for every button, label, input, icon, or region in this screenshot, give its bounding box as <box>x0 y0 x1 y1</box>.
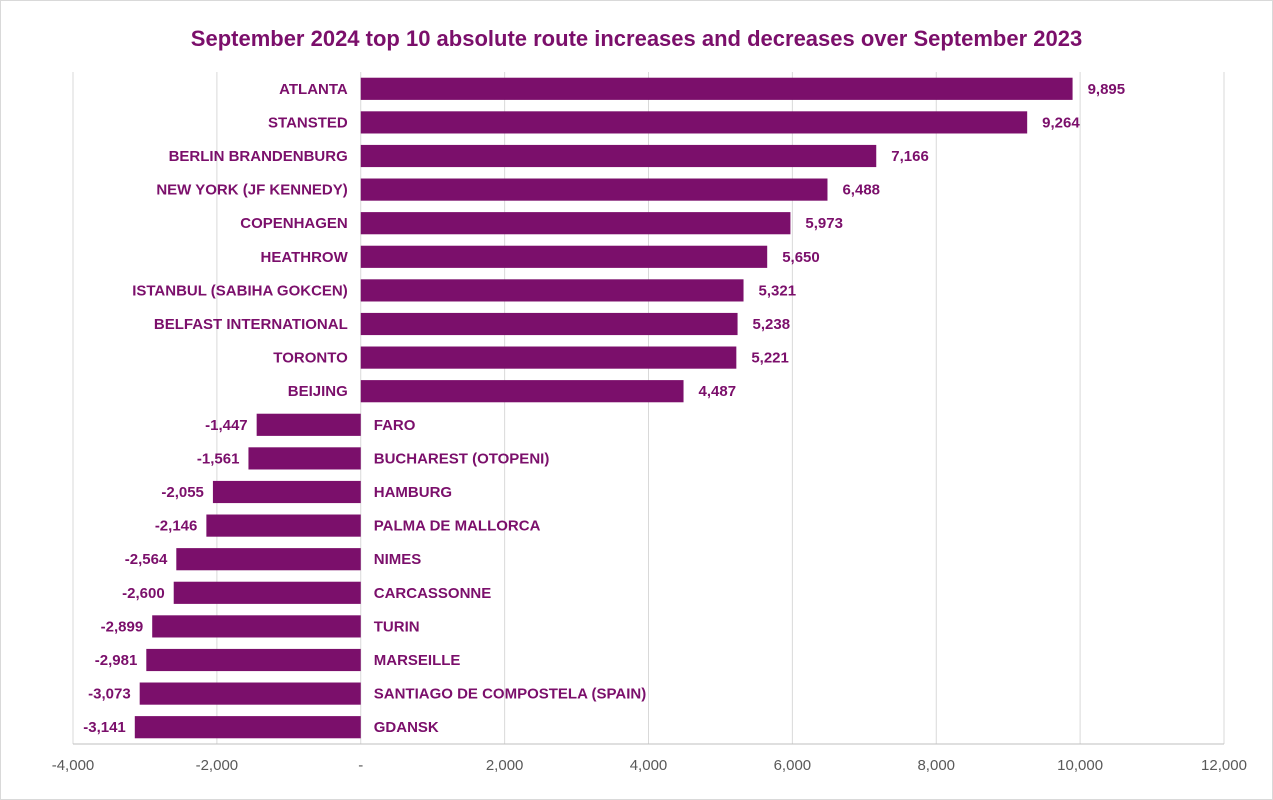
category-label: PALMA DE MALLORCA <box>374 518 541 535</box>
category-label: TURIN <box>374 618 420 635</box>
bar <box>360 111 1028 134</box>
bar <box>360 380 684 403</box>
data-label: 5,650 <box>782 249 820 266</box>
data-label: 9,895 <box>1088 81 1126 98</box>
x-tick-label: 4,000 <box>630 757 668 774</box>
x-tick-label: 6,000 <box>774 757 812 774</box>
data-label: -3,141 <box>83 719 126 736</box>
data-label: 4,487 <box>699 383 737 400</box>
bar <box>206 514 361 537</box>
data-label: 5,321 <box>759 282 797 299</box>
bar <box>360 77 1073 100</box>
bar <box>212 480 361 504</box>
x-tick-label: - <box>358 757 363 774</box>
x-tick-label: 10,000 <box>1057 757 1103 774</box>
category-label: TORONTO <box>273 350 348 367</box>
category-label: HAMBURG <box>374 484 452 501</box>
bar <box>134 716 361 739</box>
bar <box>146 648 361 672</box>
data-label: 6,488 <box>842 182 880 199</box>
x-tick-label: -4,000 <box>52 757 95 774</box>
category-label: FARO <box>374 417 416 434</box>
data-label: 9,264 <box>1042 114 1080 131</box>
x-tick-label: 2,000 <box>486 757 524 774</box>
bar <box>152 615 361 638</box>
category-label: NEW YORK (JF KENNEDY) <box>156 182 347 199</box>
category-label: COPENHAGEN <box>240 215 348 232</box>
bar <box>360 212 791 235</box>
data-label: -2,055 <box>161 484 204 501</box>
bar <box>139 682 361 705</box>
category-label: ISTANBUL (SABIHA GOKCEN) <box>132 282 348 299</box>
data-label: 7,166 <box>891 148 929 165</box>
data-label: 5,221 <box>751 350 789 367</box>
bar <box>248 447 361 470</box>
category-label: SANTIAGO DE COMPOSTELA (SPAIN) <box>374 686 647 703</box>
x-tick-label: -2,000 <box>196 757 239 774</box>
data-label: -2,564 <box>125 551 168 568</box>
data-label: 5,238 <box>753 316 791 333</box>
data-label: -2,146 <box>155 518 198 535</box>
category-label: STANSTED <box>268 114 348 131</box>
data-label: -3,073 <box>88 686 131 703</box>
category-label: NIMES <box>374 551 422 568</box>
bar <box>360 144 877 168</box>
category-label: BEIJING <box>288 383 348 400</box>
bar <box>360 178 828 201</box>
data-label: -2,600 <box>122 585 165 602</box>
bar <box>173 581 361 604</box>
bar <box>360 346 737 369</box>
category-label: ATLANTA <box>279 81 348 98</box>
data-label: -1,561 <box>197 450 240 467</box>
category-label: CARCASSONNE <box>374 585 492 602</box>
data-label: -1,447 <box>205 417 248 434</box>
bar <box>176 548 361 571</box>
category-label: GDANSK <box>374 719 439 736</box>
category-label: BERLIN BRANDENBURG <box>169 148 348 165</box>
bar <box>360 312 738 336</box>
bar <box>360 245 768 268</box>
x-tick-label: 8,000 <box>917 757 955 774</box>
bar <box>256 413 361 436</box>
category-label: BUCHAREST (OTOPENI) <box>374 450 550 467</box>
category-label: MARSEILLE <box>374 652 461 669</box>
data-label: -2,899 <box>101 618 144 635</box>
chart-title: September 2024 top 10 absolute route inc… <box>190 26 1083 51</box>
category-label: HEATHROW <box>261 249 349 266</box>
x-tick-label: 12,000 <box>1201 757 1247 774</box>
category-label: BELFAST INTERNATIONAL <box>154 316 348 333</box>
data-label: -2,981 <box>95 652 138 669</box>
bar <box>360 279 744 302</box>
data-label: 5,973 <box>805 215 843 232</box>
